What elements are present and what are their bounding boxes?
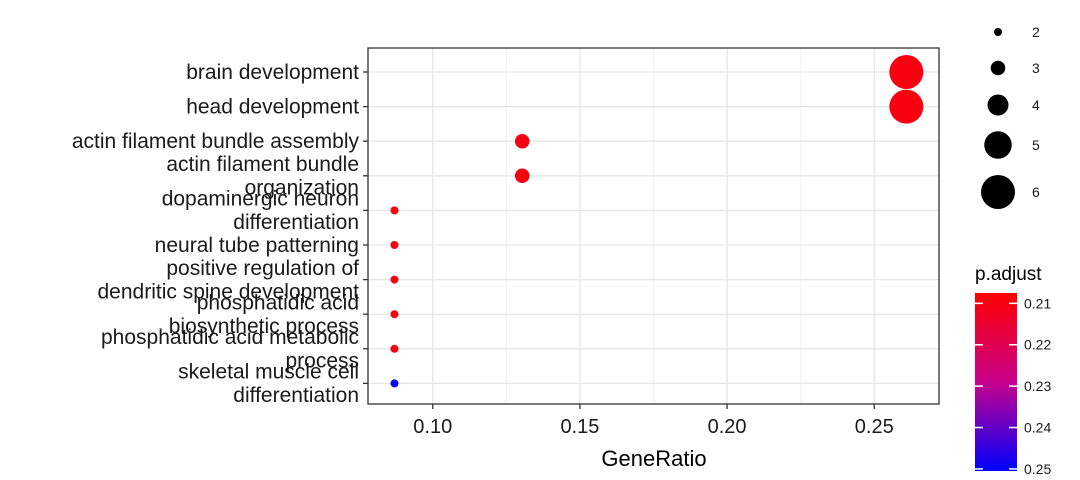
- data-points: [390, 55, 924, 388]
- y-tick-label: skeletal muscle cell: [178, 361, 359, 384]
- size-legend-label: 4: [1032, 97, 1040, 113]
- grid-lines: [368, 48, 939, 404]
- size-legend-label: 5: [1032, 137, 1040, 153]
- size-legend-dot: [981, 175, 1015, 209]
- y-tick-label: actin filament bundle assembly: [72, 130, 360, 153]
- data-point: [390, 310, 399, 319]
- y-tick-label: brain development: [186, 61, 359, 84]
- y-tick-label: dendritic spine development: [98, 280, 360, 303]
- data-point: [390, 241, 399, 249]
- y-tick-label: dopaminergic neuron: [162, 188, 359, 211]
- y-tick-label: differentiation: [233, 211, 359, 234]
- data-point: [514, 168, 530, 184]
- data-point: [390, 275, 399, 284]
- y-tick-label: biosynthetic process: [169, 315, 359, 338]
- y-tick-label: positive regulation of: [166, 257, 359, 280]
- data-point: [514, 133, 530, 149]
- data-point: [390, 379, 399, 388]
- x-tick-label: 0.25: [855, 416, 894, 438]
- size-legend: 2 3 4 5 6: [981, 24, 1040, 209]
- y-tick-label: phosphatidic acid: [197, 291, 359, 314]
- y-axis: brain development head development actin f…: [72, 61, 368, 407]
- color-legend-bar: [975, 293, 1017, 471]
- x-tick-label: 0.15: [560, 416, 599, 438]
- color-legend-label: 0.22: [1024, 337, 1051, 353]
- color-legend-label: 0.25: [1024, 461, 1051, 477]
- color-legend-title: p.adjust: [975, 264, 1042, 285]
- data-point: [889, 89, 924, 124]
- size-legend-label: 6: [1032, 184, 1040, 200]
- data-point: [889, 55, 924, 89]
- y-tick-label: phosphatidic acid metabolic: [101, 326, 359, 349]
- color-legend-label: 0.24: [1024, 420, 1051, 436]
- size-legend-dot: [987, 94, 1009, 116]
- x-tick-label: 0.10: [413, 416, 452, 438]
- size-legend-dot: [990, 60, 1006, 76]
- x-axis: 0.10 0.15 0.20 0.25: [413, 404, 894, 438]
- y-tick-label: process: [285, 350, 359, 373]
- data-point: [390, 344, 399, 353]
- data-point: [390, 206, 399, 215]
- color-legend-label: 0.23: [1024, 378, 1051, 394]
- color-legend: p.adjust 0.21 0.22 0.23 0.24 0.25: [975, 264, 1051, 477]
- y-tick-label: differentiation: [233, 384, 359, 407]
- size-legend-dot: [984, 131, 1012, 159]
- y-tick-label: actin filament bundle: [166, 153, 359, 176]
- size-legend-dot: [994, 28, 1002, 36]
- size-legend-label: 2: [1032, 24, 1040, 40]
- x-axis-title: GeneRatio: [601, 446, 706, 471]
- plot-panel-border: [367, 47, 940, 405]
- y-tick-label: head development: [186, 96, 359, 119]
- x-tick-label: 0.20: [708, 416, 747, 438]
- color-legend-label: 0.21: [1024, 295, 1051, 311]
- y-tick-label: neural tube patterning: [155, 234, 359, 257]
- y-tick-label: organization: [245, 177, 359, 200]
- size-legend-label: 3: [1032, 60, 1040, 76]
